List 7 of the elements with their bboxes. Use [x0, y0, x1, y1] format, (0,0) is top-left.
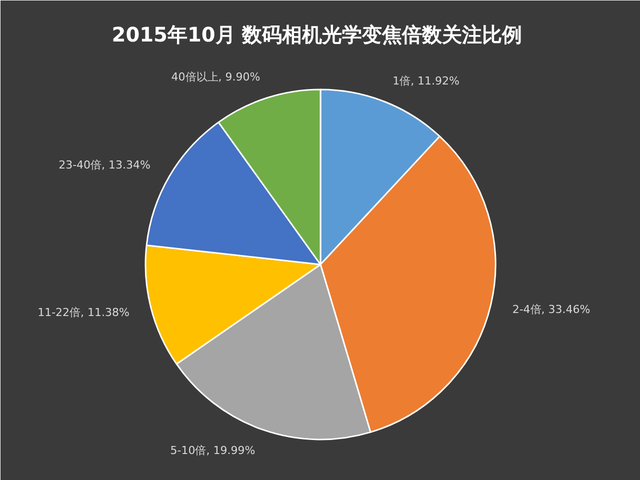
slice-label: 1倍, 11.92% — [392, 74, 460, 88]
chart-title: 2015年10月 数码相机光学变焦倍数关注比例 — [112, 22, 522, 46]
slice-label: 23-40倍, 13.34% — [58, 158, 150, 172]
slice-label: 5-10倍, 19.99% — [170, 444, 256, 457]
slice-label: 2-4倍, 33.46% — [512, 302, 590, 316]
slice-label: 11-22倍, 11.38% — [38, 306, 130, 320]
slice-label: 40倍以上, 9.90% — [171, 70, 260, 84]
